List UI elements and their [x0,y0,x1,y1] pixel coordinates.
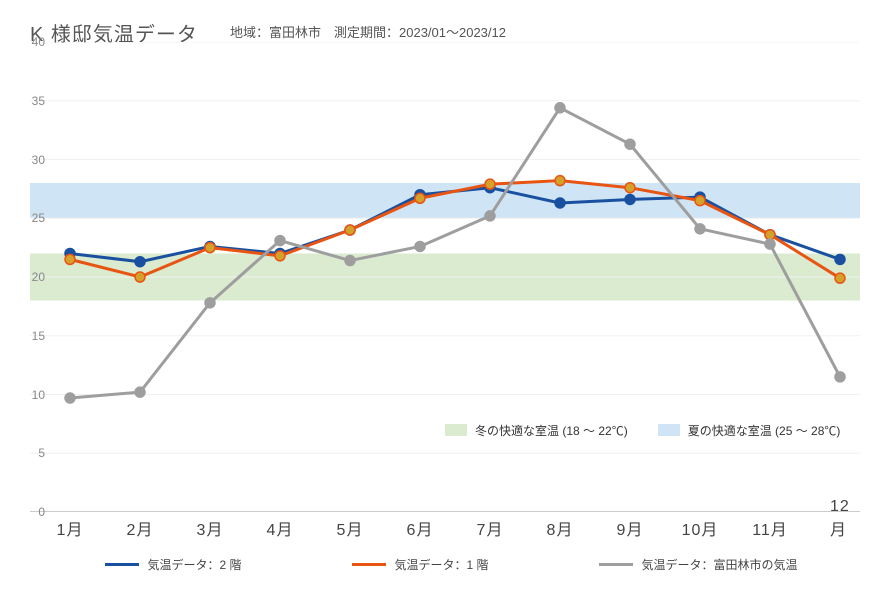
series-marker [625,183,635,193]
series-marker [205,298,215,308]
comfort-bands-legend: 冬の快適な室温 (18 ～ 22℃) 夏の快適な室温 (25 ～ 28℃) [445,422,840,439]
series-marker [415,241,425,251]
legend-label: 気温データ：1 階 [394,556,488,573]
series-marker [625,139,635,149]
y-tick-label: 30 [15,153,45,167]
series-marker [695,224,705,234]
series-marker [65,254,75,264]
series-legend-item: 気温データ：2 階 [105,556,241,573]
series-marker [555,176,565,186]
y-tick-label: 15 [15,329,45,343]
series-marker [625,194,635,204]
comfort-legend-item: 夏の快適な室温 (25 ～ 28℃) [658,422,841,439]
legend-label: 冬の快適な室温 (18 ～ 22℃) [475,422,628,439]
legend-label: 気温データ：2 階 [147,556,241,573]
series-legend: 気温データ：2 階 気温データ：1 階 気温データ：富田林市の気温 [50,556,853,573]
y-tick-label: 0 [15,505,45,519]
legend-line-swatch [599,563,633,566]
series-marker [695,196,705,206]
x-tick-label: 6月 [407,516,434,540]
series-marker [65,393,75,403]
series-marker [835,254,845,264]
y-tick-label: 25 [15,211,45,225]
x-tick-label: 11月 [752,516,788,540]
series-marker [415,193,425,203]
series-marker [485,211,495,221]
y-tick-label: 10 [15,388,45,402]
x-tick-label: 2月 [127,516,154,540]
series-marker [275,236,285,246]
x-tick-label: 7月 [477,516,504,540]
x-tick-label: 10月 [682,516,719,540]
legend-label: 気温データ：富田林市の気温 [641,556,797,573]
legend-label: 夏の快適な室温 (25 ～ 28℃) [688,422,841,439]
series-marker [765,239,775,249]
series-marker [135,272,145,282]
y-tick-label: 35 [15,94,45,108]
temperature-chart: K 様邸気温データ 地域：富田林市 測定期間：2023/01～2023/12 0… [0,0,873,602]
series-marker [135,257,145,267]
comfort-legend-item: 冬の快適な室温 (18 ～ 22℃) [445,422,628,439]
series-marker [835,273,845,283]
series-marker [135,387,145,397]
series-marker [345,256,355,266]
summer-band [30,183,860,218]
x-tick-label: 3月 [197,516,224,540]
legend-swatch [658,424,680,436]
chart-subtitle: 地域：富田林市 測定期間：2023/01～2023/12 [230,22,506,41]
series-marker [765,230,775,240]
legend-line-swatch [105,563,139,566]
series-legend-item: 気温データ：富田林市の気温 [599,556,797,573]
series-legend-item: 気温データ：1 階 [352,556,488,573]
x-tick-label: 9月 [617,516,644,540]
plot-area: 0510152025303540 1月2月3月4月5月6月7月8月9月10月11… [30,42,860,512]
y-tick-label: 40 [15,35,45,49]
plot-svg [30,42,860,512]
legend-line-swatch [352,563,386,566]
series-marker [275,251,285,261]
series-marker [555,103,565,113]
series-marker [345,225,355,235]
x-tick-label: 8月 [547,516,574,540]
series-marker [485,179,495,189]
x-tick-label: 1月 [57,516,84,540]
x-tick-label: 12月 [830,498,850,540]
y-tick-label: 20 [15,270,45,284]
series-marker [835,372,845,382]
legend-swatch [445,424,467,436]
y-tick-label: 5 [15,446,45,460]
series-marker [555,198,565,208]
x-tick-label: 4月 [267,516,294,540]
x-tick-label: 5月 [337,516,364,540]
series-marker [205,243,215,253]
